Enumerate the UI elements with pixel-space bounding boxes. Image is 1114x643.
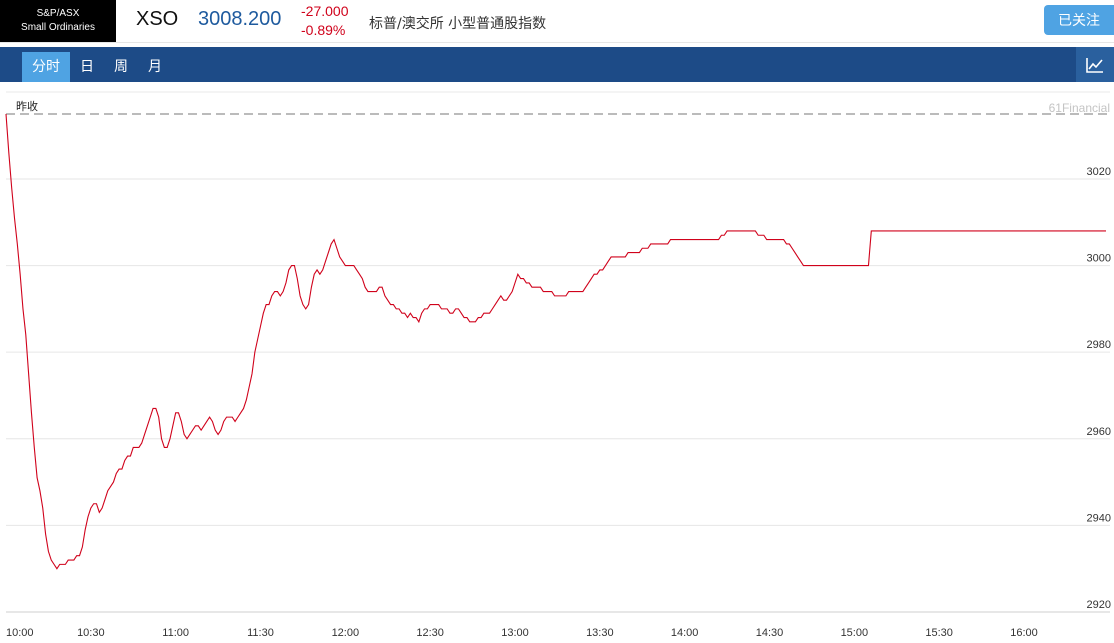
- x-tick-label: 12:30: [416, 627, 444, 639]
- change-percent: -0.89%: [301, 22, 346, 38]
- follow-button[interactable]: 已关注: [1044, 5, 1114, 35]
- last-price: 3008.200: [198, 8, 282, 30]
- quote-header: S&P/ASX Small Ordinaries XSO 3008.200 -2…: [0, 0, 1114, 43]
- x-tick-label: 13:00: [501, 627, 529, 639]
- tab-daily[interactable]: 日: [80, 59, 94, 75]
- x-tick-label: 15:00: [841, 627, 869, 639]
- y-tick-label: 3000: [1087, 253, 1111, 265]
- y-tick-label: 2960: [1087, 426, 1111, 438]
- x-tick-label: 14:00: [671, 627, 699, 639]
- logo-line-2: Small Ordinaries: [21, 22, 95, 33]
- y-tick-label: 2980: [1087, 339, 1111, 351]
- ticker-symbol: XSO: [136, 8, 179, 30]
- chart-canvas: 3020 3000 2980 2960 2940 2920 10:00 10:30 11:00…: [5, 91, 1111, 639]
- line-chart-icon: [1086, 57, 1103, 73]
- x-tick-label: 12:00: [332, 627, 360, 639]
- y-tick-label: 3020: [1087, 166, 1111, 178]
- chart-type-button[interactable]: [1076, 47, 1114, 82]
- index-logo: S&P/ASX Small Ordinaries: [0, 0, 116, 42]
- x-tick-label: 15:30: [925, 627, 953, 639]
- x-tick-label: 11:00: [162, 627, 189, 639]
- y-axis-labels: 3020 3000 2980 2960 2940 2920: [1087, 166, 1111, 611]
- x-tick-label: 10:30: [77, 627, 105, 639]
- y-tick-label: 2940: [1087, 512, 1111, 524]
- x-tick-label: 14:30: [756, 627, 784, 639]
- watermark: 61Financial: [1049, 101, 1110, 115]
- grid-lines: [6, 91, 1110, 613]
- logo-line-1: S&P/ASX: [36, 8, 80, 19]
- intraday-chart: 3020 3000 2980 2960 2940 2920 10:00 10:30 11:00…: [0, 82, 1114, 643]
- index-description: 标普/澳交所 小型普通股指数: [369, 16, 547, 32]
- x-axis-labels: 10:00 10:30 11:00 11:30 12:00 12:30 13:00 13:30…: [6, 627, 1038, 639]
- x-tick-label: 13:30: [586, 627, 614, 639]
- tab-monthly[interactable]: 月: [148, 59, 162, 75]
- x-tick-label: 10:00: [6, 627, 34, 639]
- price-change: -27.000 -0.89%: [301, 2, 348, 40]
- x-tick-label: 11:30: [247, 627, 274, 639]
- price-line: [5, 113, 1106, 570]
- change-value: -27.000: [301, 3, 349, 19]
- tab-intraday[interactable]: 分时: [22, 52, 70, 82]
- tab-weekly[interactable]: 周: [114, 59, 128, 75]
- y-tick-label: 2920: [1087, 599, 1111, 611]
- prev-close-label: 昨收: [16, 99, 38, 113]
- period-tab-bar: 分时 日 周 月: [0, 47, 1114, 82]
- x-tick-label: 16:00: [1010, 627, 1038, 639]
